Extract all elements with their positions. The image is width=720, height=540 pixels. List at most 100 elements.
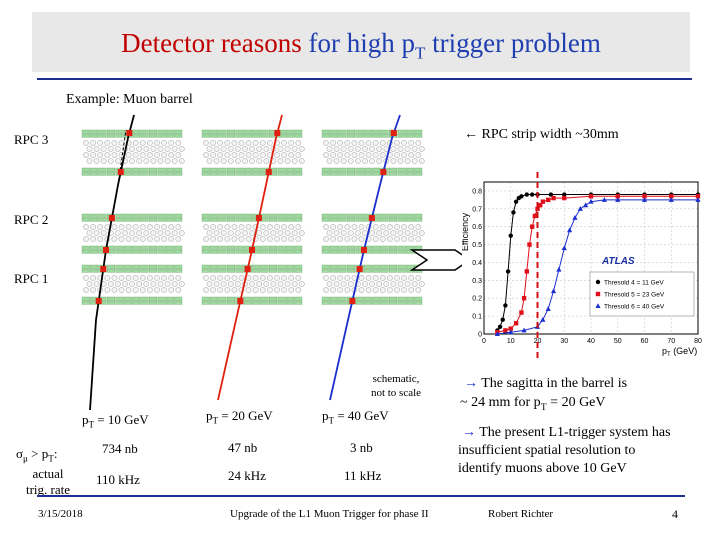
mdt-tube — [295, 140, 302, 146]
mdt-tube — [245, 152, 252, 158]
mdt-tube — [227, 230, 234, 236]
rpc-strip — [260, 129, 269, 134]
rpc-strip — [389, 245, 398, 250]
rpc-strip — [330, 129, 339, 134]
rpc2-label: RPC 2 — [14, 212, 49, 227]
rpc-strip — [174, 264, 183, 269]
rpc-strip — [294, 167, 303, 172]
mdt-tube — [394, 275, 400, 281]
mdt-tube — [168, 140, 175, 146]
rpc-strip — [81, 296, 90, 301]
rpc-strip — [269, 296, 278, 301]
rate-value-10: 110 kHz — [96, 472, 140, 487]
mdt-tube — [266, 224, 273, 230]
rpc-strip — [294, 133, 303, 138]
detector-panel — [321, 129, 425, 305]
rpc-strip — [380, 245, 389, 250]
rpc-strip — [294, 129, 303, 134]
mdt-tube — [291, 158, 298, 164]
mdt-tube — [263, 158, 270, 164]
mdt-tube — [256, 281, 263, 287]
rpc-strip — [338, 264, 347, 269]
rpc-strip — [174, 268, 183, 273]
mdt-tube — [238, 275, 245, 281]
rpc-strip — [148, 296, 157, 301]
mdt-tube — [354, 230, 361, 236]
mdt-tube — [175, 140, 182, 146]
x-tick-label: 80 — [694, 338, 702, 345]
rpc-hit — [117, 169, 124, 175]
rpc-strip — [347, 245, 356, 250]
mdt-tube — [379, 224, 386, 230]
sigma-value-40: 3 nb — [350, 440, 373, 455]
data-point — [513, 199, 519, 204]
rpc-strip — [372, 296, 381, 301]
rpc-strip — [260, 213, 269, 218]
rpc-strip — [148, 217, 157, 222]
mdt-tube — [132, 287, 139, 293]
mdt-tube — [397, 146, 404, 152]
mdt-tube — [291, 146, 298, 152]
mdt-tube — [164, 158, 171, 164]
rpc-strip — [285, 245, 294, 250]
rpc-strip — [132, 264, 141, 269]
mdt-tube — [298, 281, 305, 287]
mdt-tube — [351, 224, 358, 230]
mdt-tube — [146, 224, 153, 230]
data-point — [545, 306, 551, 311]
mdt-tube — [358, 287, 365, 293]
mdt-tube — [340, 158, 347, 164]
mdt-tube — [129, 281, 135, 287]
mdt-tube — [171, 230, 178, 236]
rpc-strip — [218, 133, 227, 138]
mdt-tube — [390, 230, 397, 236]
mdt-tube — [288, 224, 295, 230]
rpc-strip — [277, 268, 286, 273]
pointer-chevron-icon — [409, 249, 472, 271]
rpc-strip — [330, 213, 339, 218]
mdt-tube — [344, 140, 351, 146]
mdt-tube — [242, 158, 248, 164]
mdt-tube — [340, 230, 347, 236]
mdt-tube — [164, 281, 171, 287]
mdt-tube — [259, 152, 266, 158]
mdt-tube — [150, 146, 157, 152]
mdt-tube — [143, 158, 150, 164]
mdt-tube — [217, 152, 224, 158]
x-tick-label: 70 — [667, 338, 675, 345]
rpc-strip — [106, 300, 115, 305]
mdt-tube — [104, 287, 111, 293]
mdt-tube — [213, 230, 220, 236]
rpc-strip — [201, 300, 210, 305]
rpc-strip — [277, 264, 286, 269]
rpc-strip — [330, 217, 339, 222]
mdt-tube — [139, 152, 146, 158]
mdt-tube — [146, 287, 153, 293]
mdt-tube — [256, 158, 263, 164]
rpc-strip — [132, 300, 141, 305]
rpc-strip — [165, 129, 174, 134]
footer-title: Upgrade of the L1 Muon Trigger for phase… — [230, 508, 429, 520]
rpc-strip — [363, 264, 372, 269]
rpc-strip — [355, 133, 364, 138]
mdt-tube — [401, 236, 407, 242]
rpc-strip — [218, 245, 227, 250]
rpc-strip — [165, 264, 174, 269]
rpc-strip — [397, 217, 406, 222]
mdt-tube — [404, 281, 411, 287]
rpc-strip — [132, 249, 141, 254]
mdt-tube — [83, 236, 89, 242]
mdt-tube — [104, 275, 111, 281]
legend-entry: Thresold 5 = 23 GeV — [604, 292, 665, 299]
mdt-tube — [139, 236, 146, 242]
rpc-strip — [380, 300, 389, 305]
rpc-strip — [405, 217, 414, 222]
rpc-strip — [285, 300, 294, 305]
rpc-strip — [405, 167, 414, 172]
mdt-tube — [365, 275, 372, 281]
chart-annotation: ATLAS — [601, 256, 635, 267]
rpc-strip — [81, 264, 90, 269]
rpc-strip — [235, 133, 244, 138]
mdt-tube — [274, 287, 280, 293]
